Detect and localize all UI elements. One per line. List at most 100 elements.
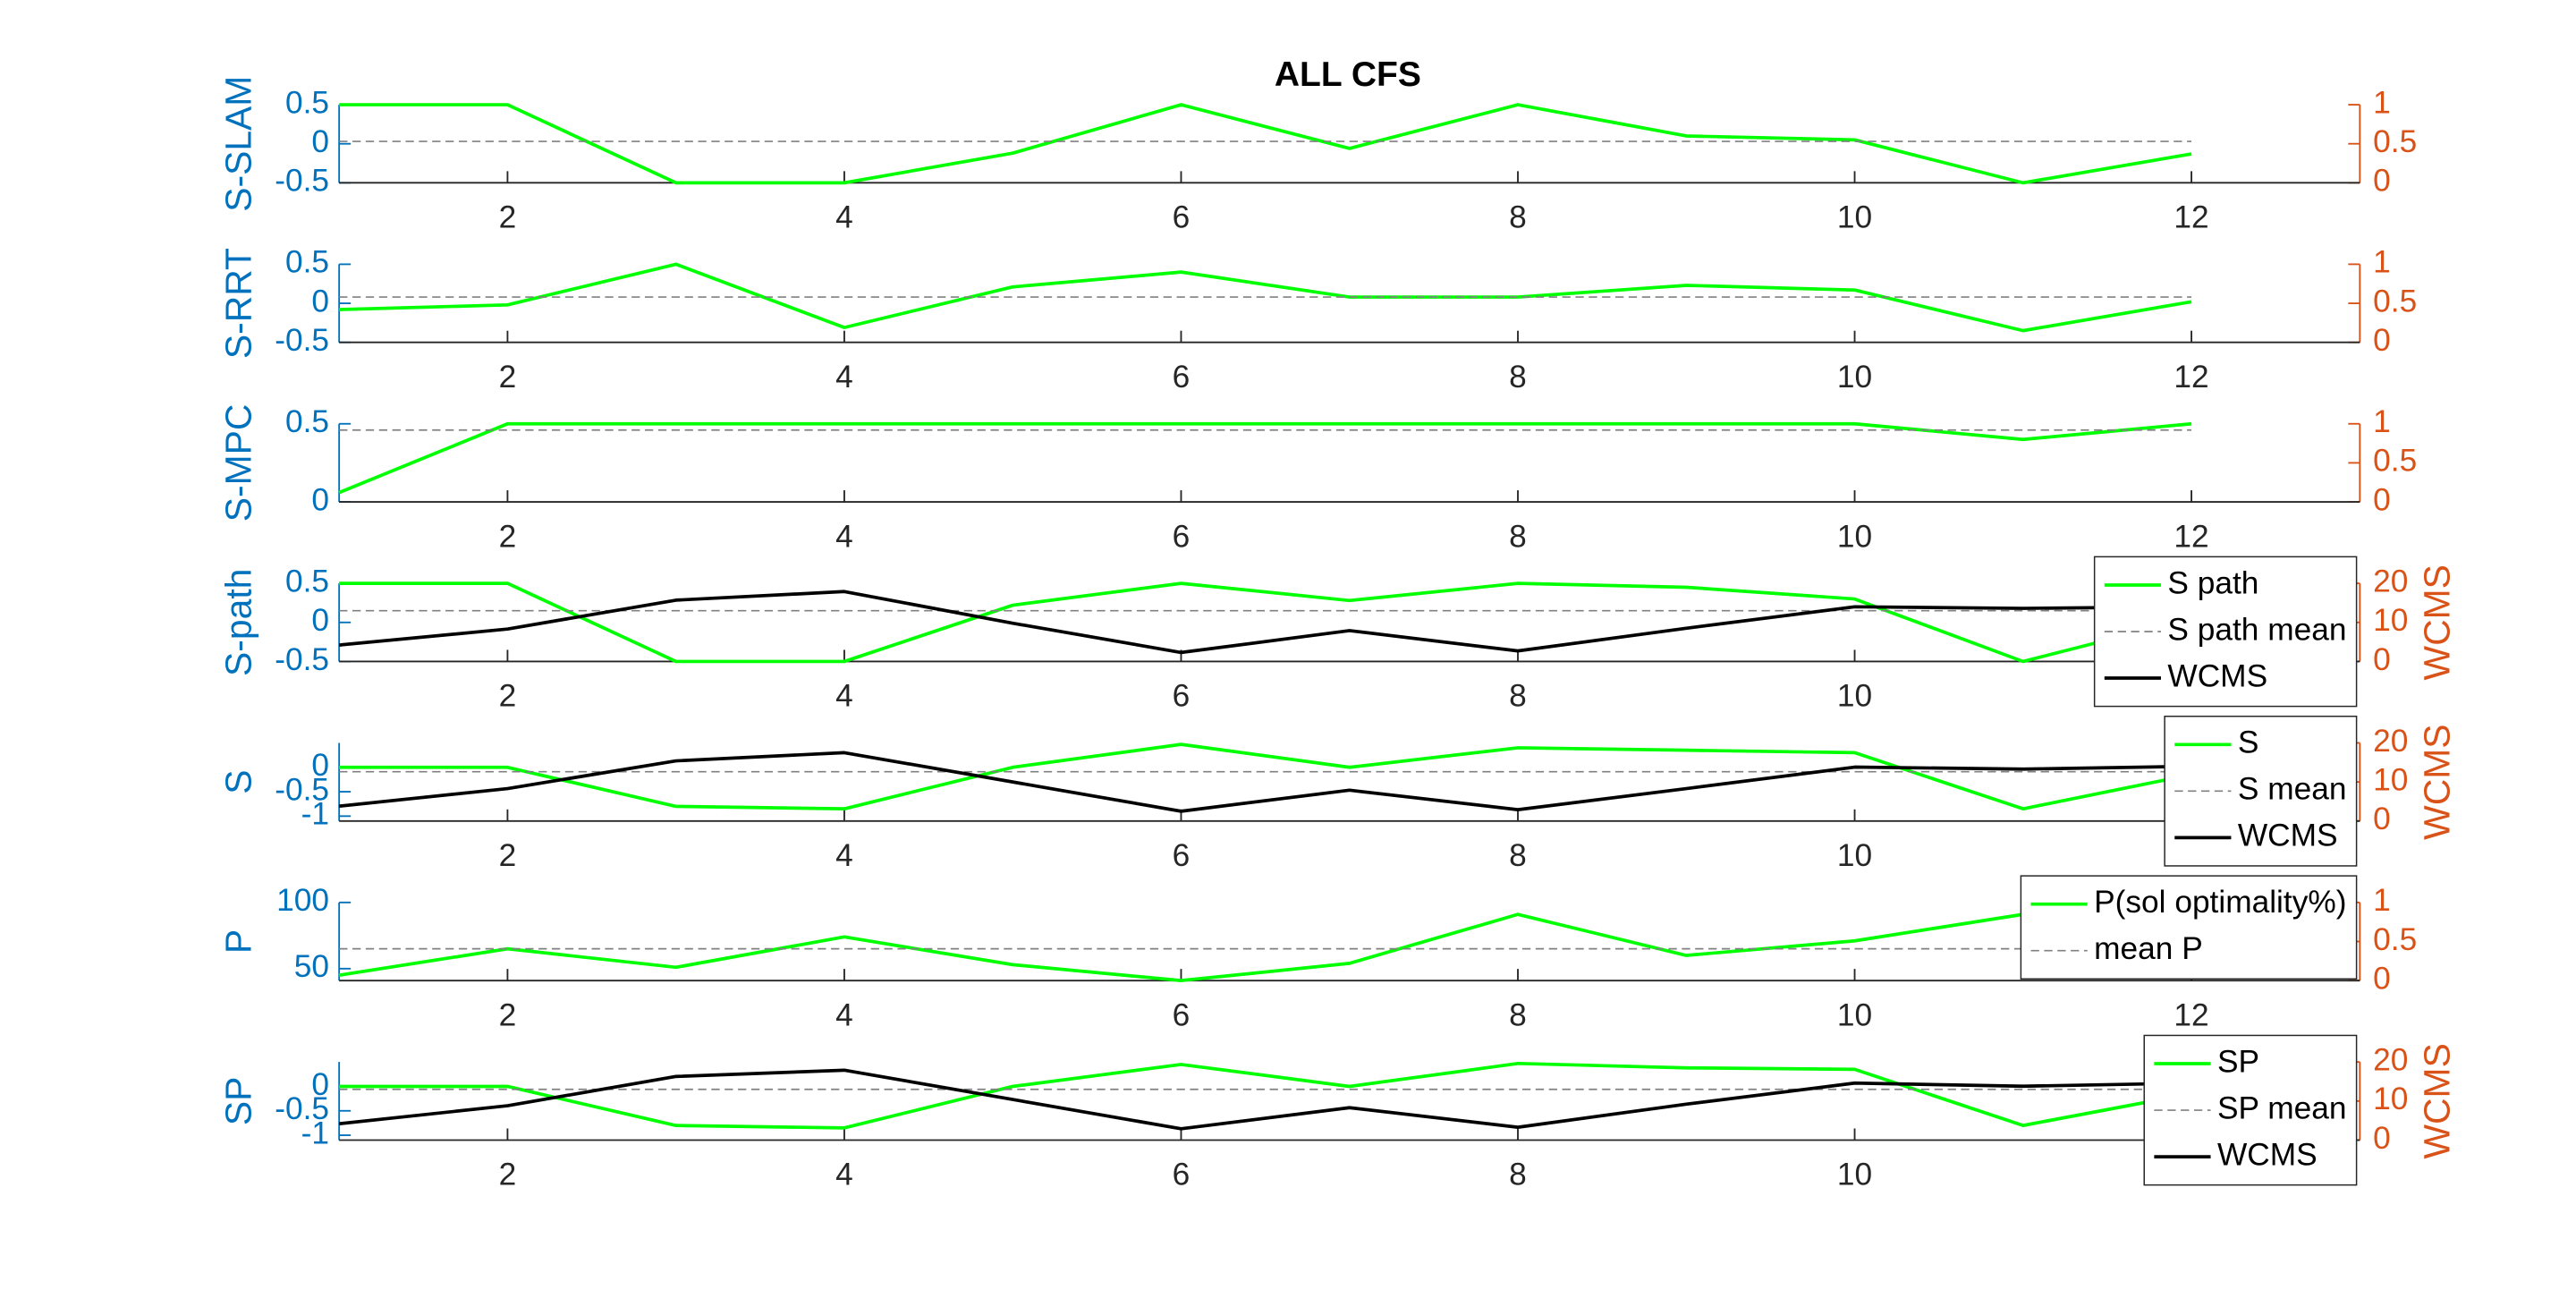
x-tick-label: 12 [2174, 200, 2208, 235]
y-tick-label: 0.5 [285, 404, 329, 439]
x-tick-label: 2 [499, 838, 517, 873]
y-tick-label: -0.5 [275, 164, 329, 199]
data-line [339, 581, 2192, 664]
x-tick-label: 4 [835, 1158, 853, 1192]
figure-title: ALL CFS [1275, 55, 1421, 94]
legend-label: P(sol optimality%) [2094, 885, 2346, 920]
legend-label: WCMS [2238, 819, 2338, 853]
data-line [339, 742, 2192, 811]
y2-tick-label: 20 [2373, 564, 2408, 598]
x-tick-label: 2 [499, 519, 517, 554]
legend-box [2143, 1034, 2358, 1186]
x-tick-label: 10 [1837, 838, 1872, 873]
x-tick-label: 10 [1837, 679, 1872, 714]
y-tick-label: 0.5 [285, 245, 329, 280]
y2-tick-label: 0 [2373, 642, 2391, 677]
y2-tick-label: 20 [2373, 724, 2408, 759]
legend-label: mean P [2094, 931, 2203, 966]
legend: SP SP mean WCMS [2143, 1034, 2358, 1186]
x-tick-label: 6 [1173, 679, 1191, 714]
x-tick-label: 8 [1509, 1158, 1527, 1192]
data-line [339, 1061, 2192, 1130]
legend-box [2164, 716, 2358, 867]
y-axis-label: S-MPC [217, 404, 258, 522]
y2-tick-label: 0 [2373, 961, 2391, 996]
data-line [338, 912, 2192, 983]
y2-tick-label: 1 [2373, 404, 2391, 439]
x-tick-label: 4 [835, 200, 853, 235]
x-tick-label: 4 [835, 679, 853, 714]
x-tick-label: 10 [1837, 200, 1872, 235]
data-line [339, 103, 2192, 185]
x-tick-label: 8 [1509, 360, 1527, 394]
y2-tick-label: 10 [2373, 603, 2408, 638]
x-tick-label: 2 [499, 997, 517, 1032]
x-tick-label: 8 [1509, 997, 1527, 1032]
x-tick-label: 12 [2174, 519, 2208, 554]
y-tick-label: 0 [311, 748, 329, 783]
data-line [338, 421, 2192, 495]
y2-tick-label: 0 [2373, 482, 2391, 517]
y2-tick-label: 1 [2373, 245, 2391, 280]
x-tick-label: 2 [499, 1158, 517, 1192]
y-tick-label: 0.5 [285, 85, 329, 120]
x-tick-label: 8 [1509, 200, 1527, 235]
y-axis-label: S-path [217, 569, 258, 676]
y-axis-label: S-SLAM [217, 76, 258, 212]
x-tick-label: 4 [835, 997, 853, 1032]
y-tick-label: -0.5 [275, 1091, 329, 1126]
legend-label: S path mean [2167, 612, 2346, 647]
data-line [338, 590, 2192, 655]
x-tick-label: 10 [1837, 1158, 1872, 1192]
legend-label: S path [2167, 565, 2258, 600]
y2-tick-label: 1 [2373, 85, 2391, 120]
y-tick-label: -1 [301, 797, 329, 832]
x-tick-label: 8 [1509, 679, 1527, 714]
data-line [338, 1068, 2192, 1131]
y2-tick-label: 0.5 [2373, 124, 2417, 159]
x-tick-label: 12 [2174, 997, 2208, 1032]
y-axis-label: SP [217, 1077, 258, 1126]
legend: S path S path mean WCMS [2093, 556, 2358, 708]
x-tick-label: 4 [835, 838, 853, 873]
data-line [338, 751, 2192, 813]
x-tick-label: 6 [1173, 1158, 1191, 1192]
x-tick-label: 2 [499, 679, 517, 714]
y2-tick-label: 10 [2373, 762, 2408, 797]
y2-axis-label: WCMS [2416, 1043, 2457, 1158]
y-tick-label: 0 [311, 284, 329, 318]
legend-box [2020, 875, 2358, 980]
y-tick-label: 0.5 [285, 564, 329, 598]
legend-label: SP mean [2217, 1090, 2346, 1125]
y-tick-label: 50 [294, 949, 329, 984]
y2-tick-label: 10 [2373, 1082, 2408, 1116]
y-axis-label: S-RRT [217, 248, 258, 359]
y2-tick-label: 0 [2373, 1121, 2391, 1156]
legend-label: S [2238, 725, 2259, 760]
x-tick-label: 10 [1837, 519, 1872, 554]
legend-label: S mean [2238, 772, 2347, 807]
y-tick-label: 0 [311, 603, 329, 638]
x-tick-label: 6 [1173, 360, 1191, 394]
x-tick-label: 12 [2174, 360, 2208, 394]
y2-tick-label: 1 [2373, 883, 2391, 918]
y-axis-label: P [217, 929, 258, 954]
legend-label: WCMS [2217, 1137, 2318, 1172]
y2-tick-label: 0.5 [2373, 444, 2417, 479]
x-tick-label: 6 [1173, 838, 1191, 873]
x-tick-label: 6 [1173, 519, 1191, 554]
x-tick-label: 10 [1837, 997, 1872, 1032]
y2-tick-label: 0 [2373, 323, 2391, 358]
y2-tick-label: 0.5 [2373, 284, 2417, 318]
legend: P(sol optimality%) mean P [2020, 875, 2358, 980]
y2-tick-label: 0 [2373, 802, 2391, 836]
y-tick-label: 0 [311, 482, 329, 517]
x-tick-label: 6 [1173, 200, 1191, 235]
y-tick-label: -0.5 [275, 642, 329, 677]
y2-tick-label: 0 [2373, 164, 2391, 199]
y-tick-label: 0 [311, 1067, 329, 1102]
y-tick-label: 0 [311, 124, 329, 159]
x-tick-label: 4 [835, 519, 853, 554]
